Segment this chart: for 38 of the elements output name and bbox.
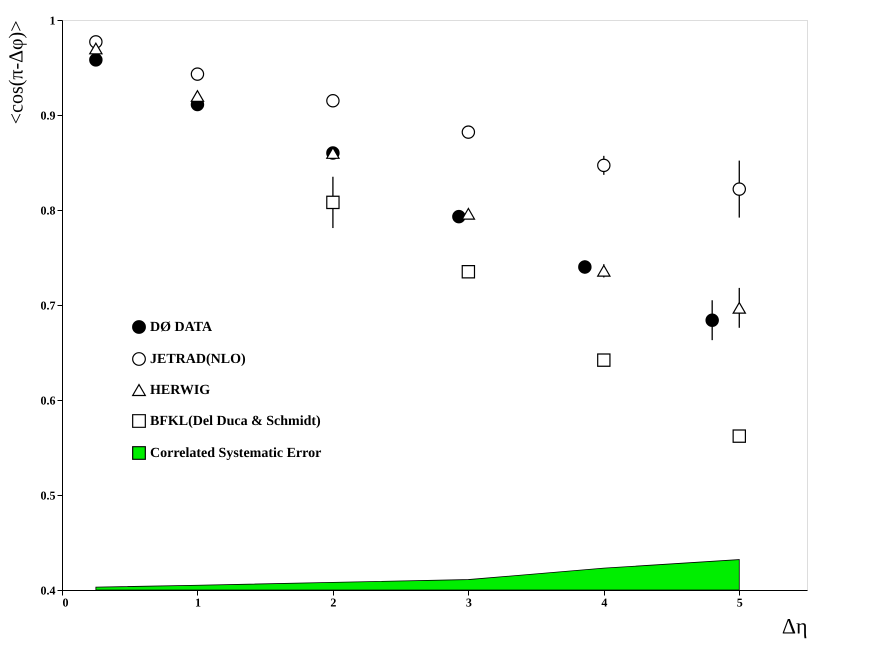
y-tick-label: 0.6 — [40, 394, 56, 408]
x-tick-label: 5 — [736, 596, 743, 610]
x-tick-label: 4 — [601, 596, 608, 610]
point — [578, 260, 592, 274]
x-tick-label: 1 — [194, 596, 201, 610]
point — [190, 67, 204, 81]
legend-label: Correlated Systematic Error — [150, 446, 322, 461]
point — [190, 90, 204, 102]
legend-label: HERWIG — [150, 383, 210, 398]
y-axis-title: <cos(π-Δφ)> — [6, 20, 28, 124]
point — [732, 429, 746, 443]
y-tick-label: 1 — [50, 14, 56, 28]
x-tick-label: 2 — [330, 596, 336, 610]
point — [326, 196, 340, 210]
point — [89, 42, 103, 54]
y-tick-label: 0.8 — [40, 204, 56, 218]
point — [462, 208, 476, 220]
point — [705, 313, 719, 327]
legend-label: BFKL(Del Duca & Schmidt) — [150, 414, 322, 429]
point — [597, 158, 611, 172]
point — [326, 94, 340, 108]
point — [462, 125, 476, 139]
y-tick-label: 0.5 — [40, 488, 56, 502]
point — [89, 53, 103, 67]
y-tick-label: 0.7 — [40, 298, 56, 312]
point — [462, 265, 476, 278]
point — [597, 353, 611, 367]
point — [732, 302, 746, 314]
point — [452, 210, 466, 224]
legend-label: JETRAD(NLO) — [150, 352, 246, 367]
x-axis-title: Δη — [782, 614, 808, 638]
x-tick-label: 3 — [466, 596, 472, 610]
point — [732, 182, 746, 196]
legend-label: DØ DATA — [150, 320, 213, 335]
point — [597, 264, 611, 277]
x-tick-label: 0 — [62, 596, 68, 610]
y-tick-label: 0.9 — [40, 108, 56, 122]
y-tick-label: 0.4 — [40, 584, 56, 598]
